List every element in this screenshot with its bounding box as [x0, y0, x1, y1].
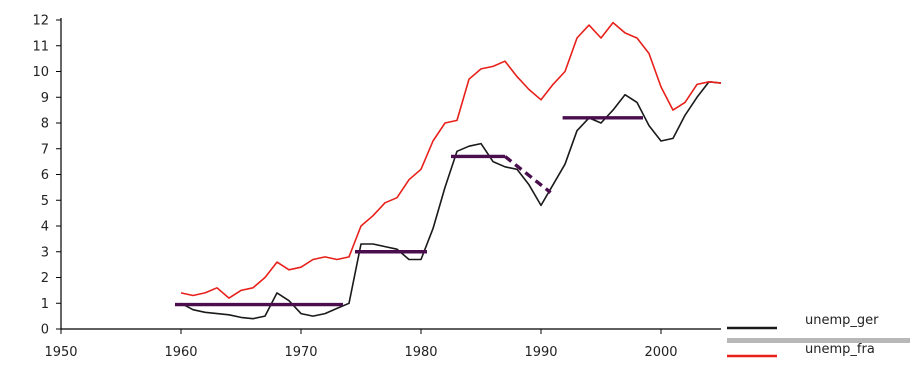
y-tick-label: 6	[41, 168, 49, 183]
x-tick-label: 2000	[644, 345, 677, 360]
x-tick-label: 1970	[284, 345, 317, 360]
y-tick-label: 5	[41, 194, 49, 209]
y-tick-label: 10	[32, 65, 49, 80]
x-tick-label: 1950	[44, 345, 77, 360]
y-tick-label: 3	[41, 245, 49, 260]
axes	[60, 18, 721, 330]
y-tick-label: 0	[41, 323, 49, 338]
legend-separator	[727, 338, 910, 343]
y-tick-label: 9	[41, 91, 49, 106]
y-tick-label: 8	[41, 117, 49, 132]
series-group	[180, 21, 722, 320]
annotation-segment-4	[503, 155, 552, 194]
x-tick-label: 1980	[404, 345, 437, 360]
y-tick-label: 2	[41, 271, 49, 286]
y-tick-label: 12	[32, 14, 49, 29]
legend-label-unemp-ger: unemp_ger	[805, 313, 879, 328]
legend: unemp_ger unemp_fra	[727, 313, 910, 358]
series-line-unemp-fra	[180, 21, 722, 299]
y-tick-label: 7	[41, 142, 49, 157]
y-tick-label: 1	[41, 297, 49, 312]
y-tick-label: 11	[32, 39, 49, 54]
x-tick-label: 1990	[524, 345, 557, 360]
x-axis-ticks: 1950 1960 1970 1980 1990 2000	[44, 329, 678, 360]
x-tick-label: 1960	[164, 345, 197, 360]
legend-label-unemp-fra: unemp_fra	[805, 342, 875, 357]
y-tick-label: 4	[41, 220, 49, 235]
annotation-segments	[175, 116, 643, 307]
